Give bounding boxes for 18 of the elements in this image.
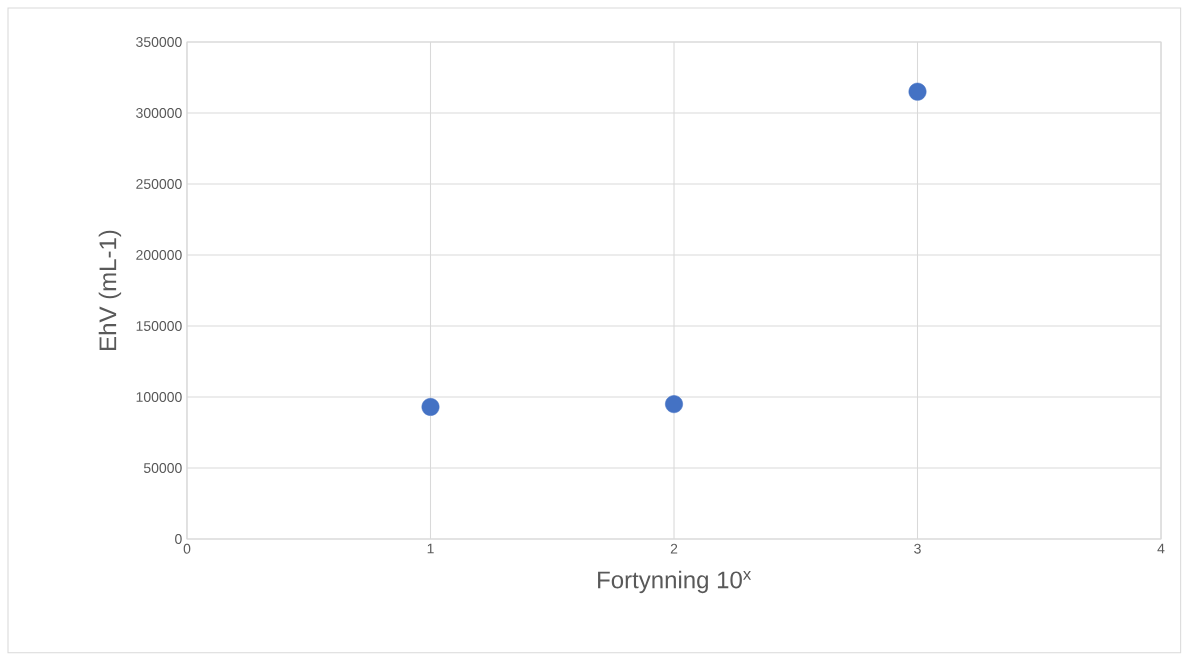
y-tick-label: 150000	[136, 321, 182, 331]
y-tick-label: 200000	[136, 250, 182, 260]
y-tick-label: 250000	[136, 179, 182, 189]
point	[908, 82, 927, 101]
point	[665, 395, 683, 414]
y-axis-title: EhV (mL-1)	[98, 230, 122, 350]
x-tick-label: 3	[914, 543, 921, 554]
y-tick-label: 50000	[143, 463, 182, 473]
y-tick-label: 350000	[136, 37, 182, 47]
x-tick-label: 1	[427, 543, 434, 554]
x-axis-title: Fortynning 10$^{x}$	[598, 570, 752, 594]
x-tick-label: 2	[670, 543, 678, 554]
point	[421, 398, 440, 416]
y-tick-label: 0	[175, 534, 182, 544]
y-tick-label: 100000	[136, 392, 182, 402]
x-tick-label: 0	[183, 543, 191, 554]
y-tick-label: 300000	[136, 108, 182, 118]
x-tick-label: 4	[1157, 543, 1165, 554]
